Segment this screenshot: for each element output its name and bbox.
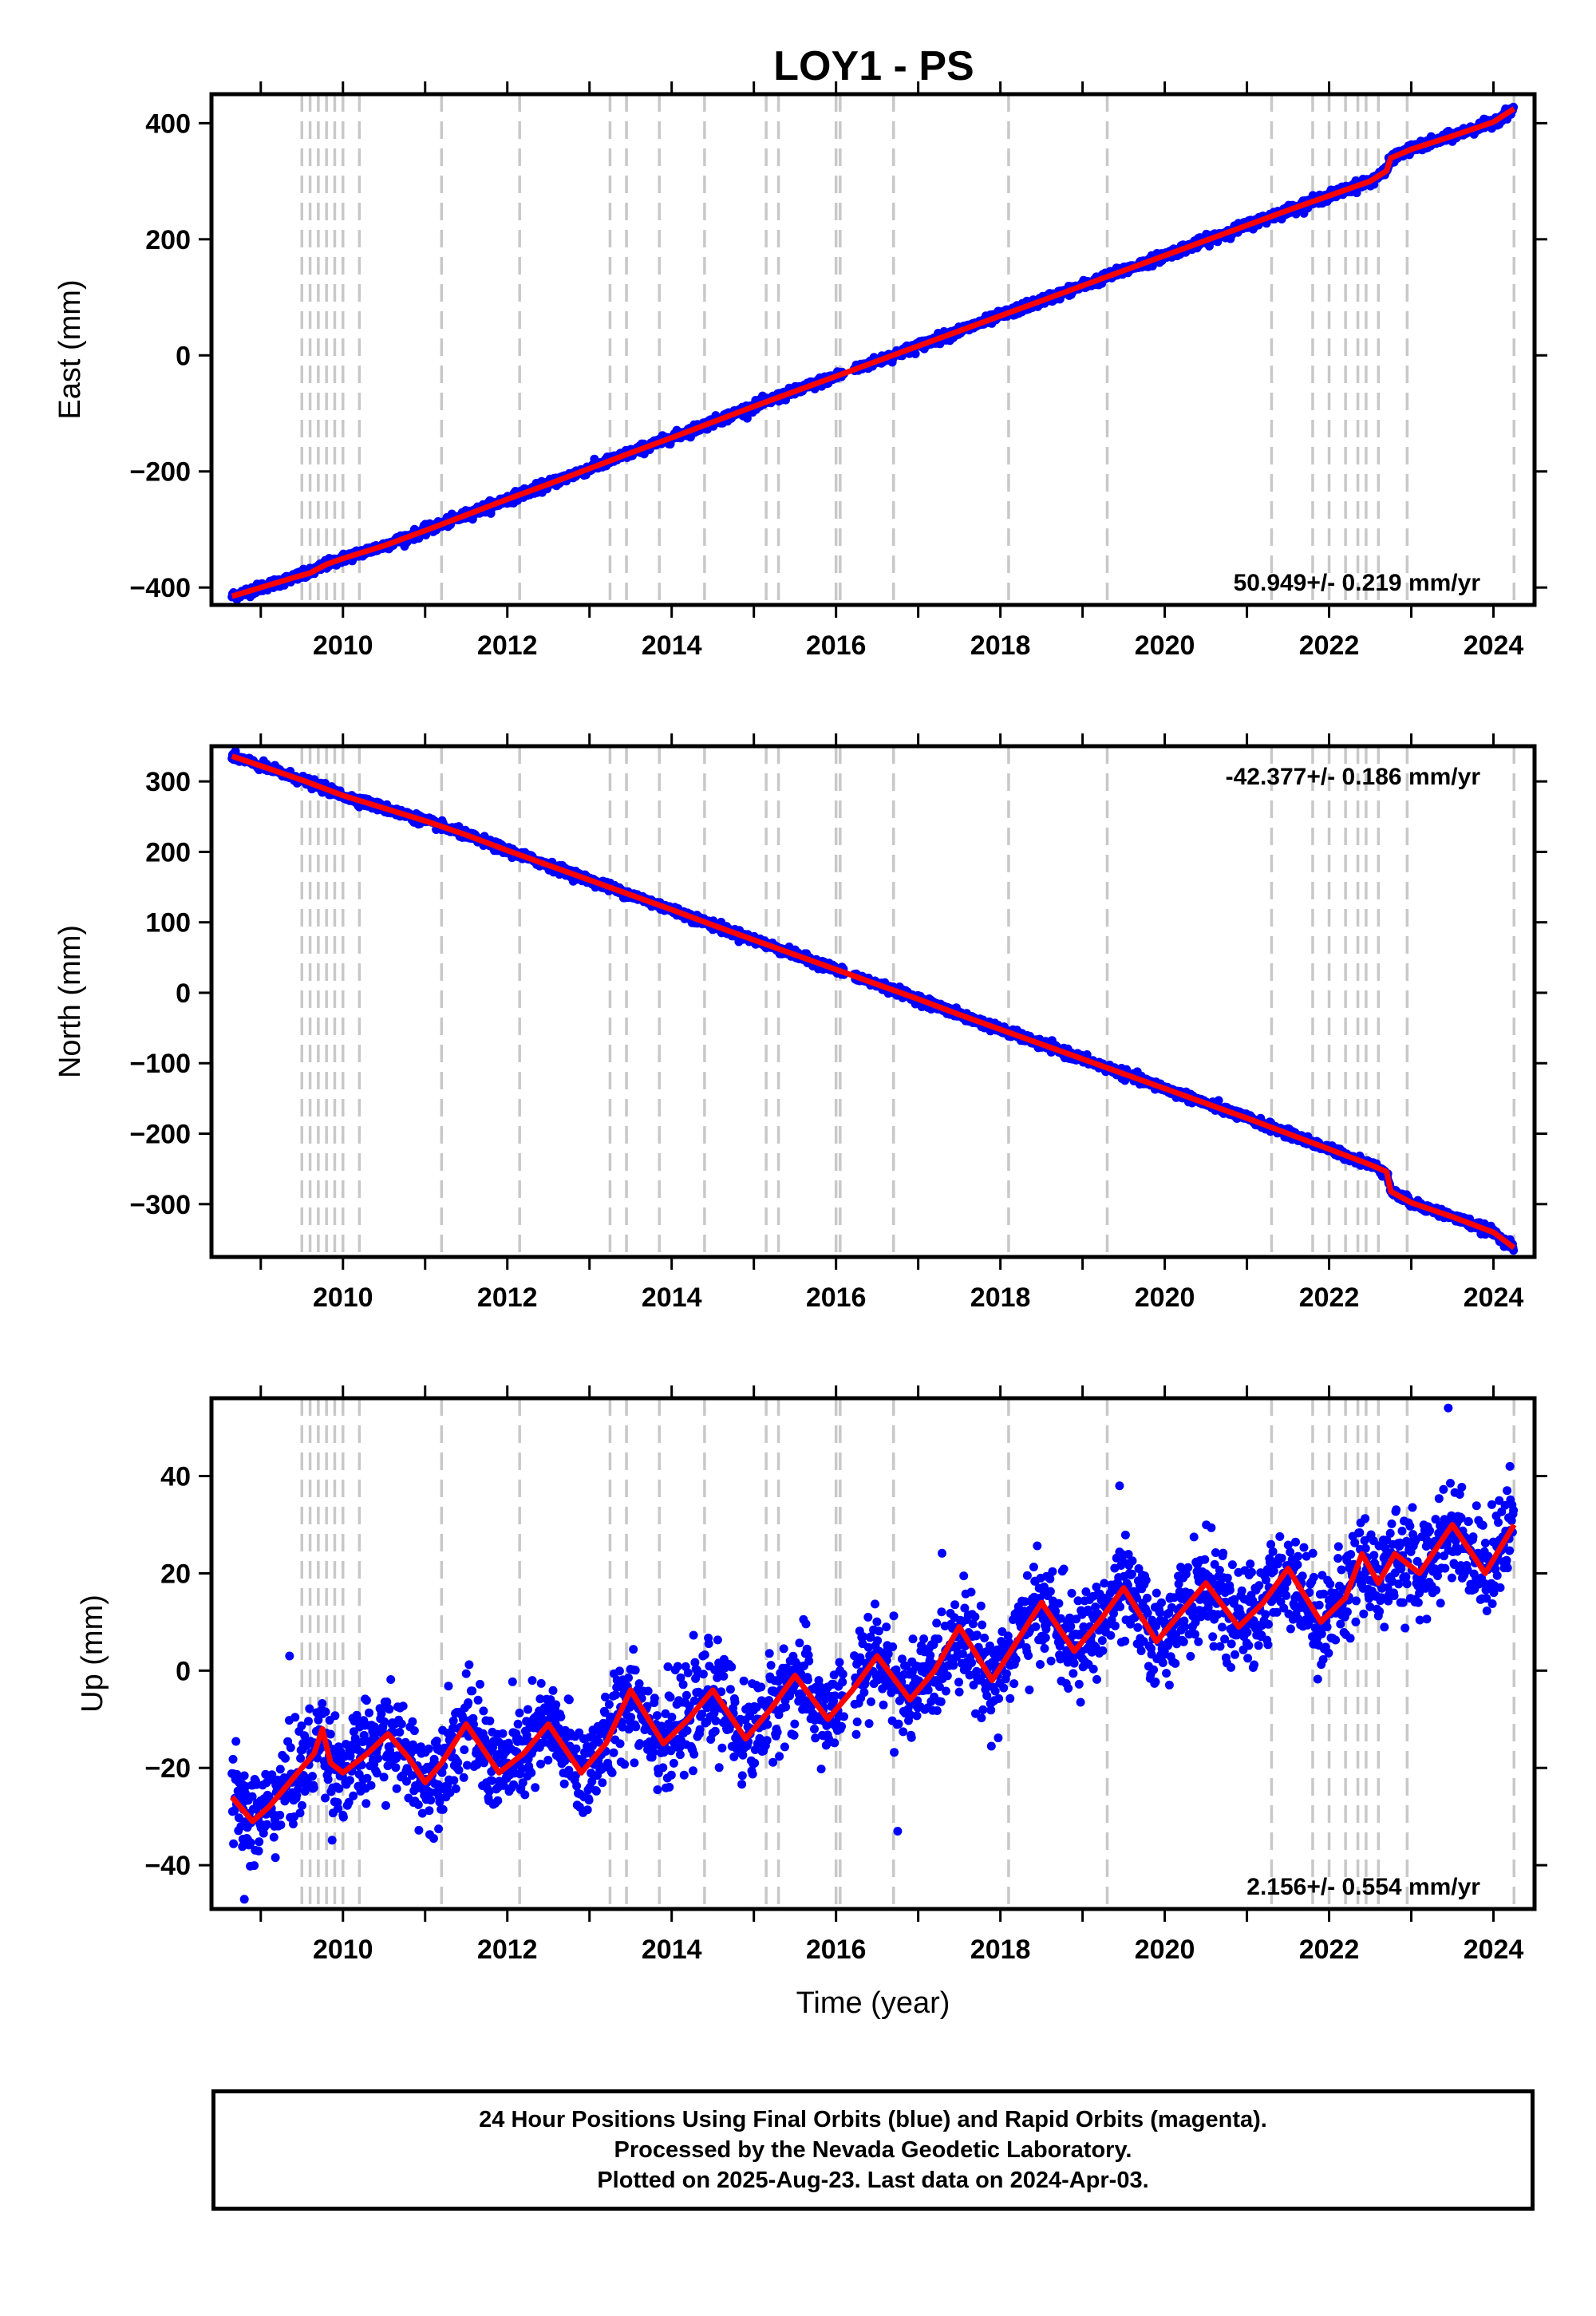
x-tick-label: 2016 [806, 630, 867, 661]
plot-frame [209, 92, 1537, 607]
event-lines [300, 746, 1516, 1257]
y-tick-label: 200 [145, 225, 191, 255]
y-axis-label: East (mm) [53, 279, 87, 419]
x-tick-label: 2018 [970, 630, 1031, 661]
y-tick-label: 400 [145, 109, 191, 139]
position-point [1214, 1096, 1223, 1105]
position-point [911, 349, 920, 358]
x-tick-label: 2014 [642, 630, 702, 661]
x-tick-label: 2022 [1299, 630, 1360, 661]
y-tick-label: 0 [176, 341, 191, 371]
x-tick-label: 2010 [313, 630, 373, 661]
x-tick-label: 2012 [477, 630, 538, 661]
x-tick-label: 2024 [1464, 630, 1524, 661]
y-tick-label: −400 [129, 573, 191, 603]
panel-east: 2010 2012 2014 2016 2018 2020 2022 2024 −400 −200… [53, 81, 1547, 661]
figure-title: LOY1 - PS [773, 43, 974, 89]
y-tick-label: −200 [129, 457, 191, 488]
panel-north: 2010 2012 2014 2016 2018 2020 2022 2024−300−200… [53, 733, 1547, 1313]
daily-positions [227, 102, 1519, 604]
model-fit-line [231, 106, 1516, 599]
velocity-annotation: 50.949+/- 0.219 mm/yr [1234, 570, 1481, 596]
daily-positions [227, 746, 1519, 1255]
x-tick-label: 2020 [1135, 630, 1195, 661]
